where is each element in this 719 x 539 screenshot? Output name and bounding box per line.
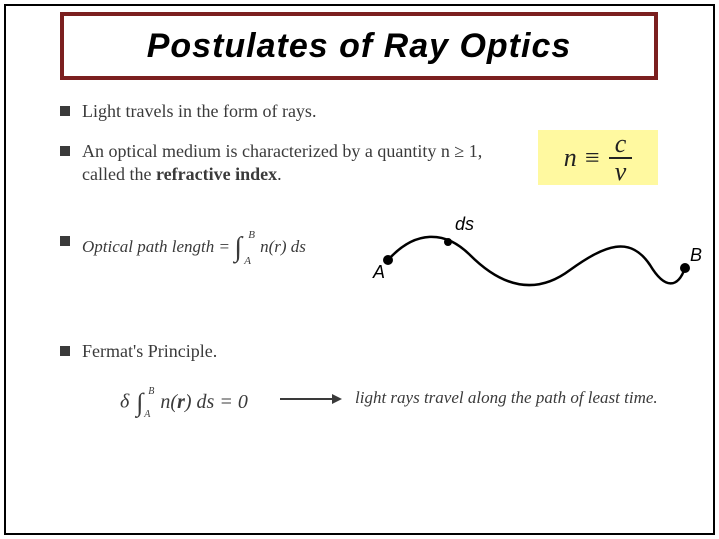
bullet-3: Optical path length = ∫ B A n(r) ds <box>60 230 410 266</box>
equation-n-num: c <box>609 131 633 159</box>
bullet-1-text: Light travels in the form of rays. <box>82 100 316 123</box>
bullet-2-line1: An optical medium is characterized by a … <box>82 141 482 161</box>
integral-upper: B <box>248 228 255 242</box>
point-b-label: B <box>690 245 702 266</box>
equation-n-fraction: c v <box>609 131 633 185</box>
bullet-1: Light travels in the form of rays. <box>60 100 460 123</box>
integral-symbol: ∫ B A <box>234 230 242 266</box>
bullet-2-text: An optical medium is characterized by a … <box>82 140 482 187</box>
fermat-integral: ∫ B A <box>136 388 143 418</box>
integral-lower: A <box>244 254 251 268</box>
implication-arrow <box>280 398 340 400</box>
fermat-conclusion: light rays travel along the path of leas… <box>355 388 658 408</box>
title-text: Postulates of Ray Optics <box>147 27 572 66</box>
path-curve <box>370 210 700 300</box>
bullet-2-line2: called the refractive index. <box>82 164 282 184</box>
fermat-equation: δ ∫ B A n(r) ds = 0 <box>120 388 248 418</box>
bullet-4: Fermat's Principle. <box>60 340 360 363</box>
integral-body: n(r) ds <box>260 237 306 256</box>
equation-n-lhs: n ≡ <box>564 143 601 173</box>
fermat-lower: A <box>144 409 150 420</box>
equation-n-den: v <box>609 159 633 185</box>
title-box: Postulates of Ray Optics <box>60 12 658 80</box>
bullet-icon <box>60 106 70 116</box>
bullet-icon <box>60 346 70 356</box>
bullet-4-text: Fermat's Principle. <box>82 340 217 363</box>
opl-prefix: Optical path length = <box>82 237 234 256</box>
bullet-3-text: Optical path length = ∫ B A n(r) ds <box>82 230 306 266</box>
fermat-upper: B <box>148 386 154 397</box>
bullet-icon <box>60 146 70 156</box>
path-diagram: A B ds <box>370 210 700 300</box>
bullet-2: An optical medium is characterized by a … <box>60 140 500 187</box>
bullet-icon <box>60 236 70 246</box>
point-a-label: A <box>373 262 385 283</box>
equation-n-box: n ≡ c v <box>538 130 658 185</box>
ds-label: ds <box>455 214 474 235</box>
